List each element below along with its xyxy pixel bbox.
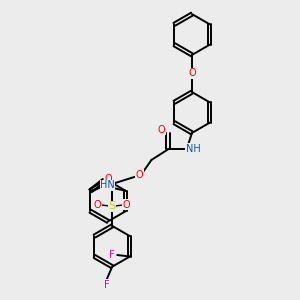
Text: O: O xyxy=(188,68,196,79)
Text: F: F xyxy=(104,280,110,290)
Text: O: O xyxy=(158,125,165,135)
Text: NH: NH xyxy=(186,144,201,154)
Text: O: O xyxy=(136,170,143,180)
Text: F: F xyxy=(109,250,115,260)
Text: O: O xyxy=(94,200,102,210)
Text: O: O xyxy=(105,173,112,184)
Text: HN: HN xyxy=(100,180,115,190)
Text: O: O xyxy=(123,200,130,210)
Text: S: S xyxy=(109,201,116,212)
